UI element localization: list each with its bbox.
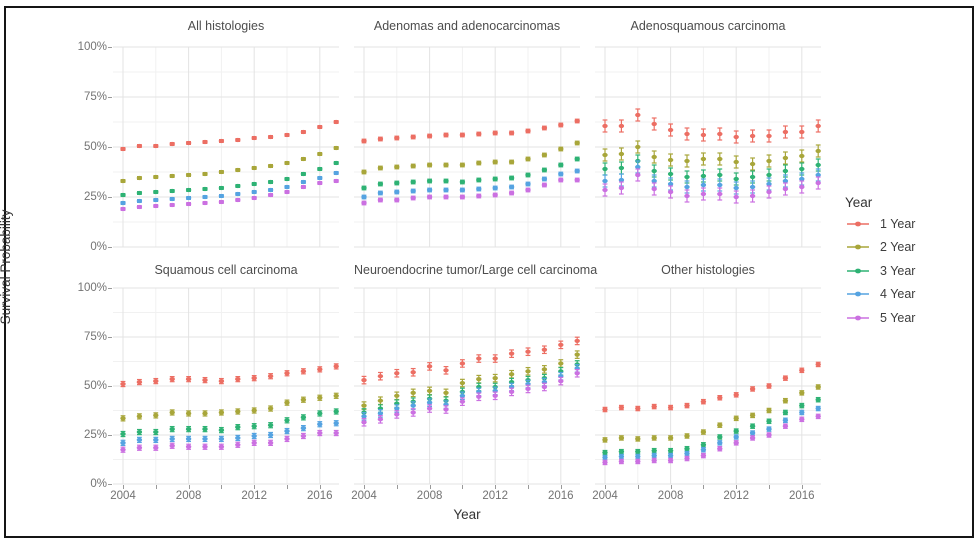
facet-plot: [113, 46, 339, 248]
x-tick-label: 2004: [592, 490, 618, 502]
x-tick-label: 2004: [351, 490, 377, 502]
x-tick-mark: [560, 484, 562, 489]
x-tick-label: 2008: [175, 490, 202, 502]
x-tick-mark: [769, 484, 770, 489]
x-tick-mark: [364, 484, 365, 489]
x-tick-mark: [528, 484, 529, 489]
y-tick-mark: [108, 483, 112, 485]
legend-entry-4-year: 4 Year: [845, 283, 967, 307]
y-tick-label: 50%: [83, 379, 107, 392]
facet-title-adenomas: Adenomas and adenocarcinomas: [373, 19, 561, 33]
facet-plot: [595, 46, 821, 248]
x-tick-mark: [123, 484, 124, 489]
y-tick-label: 100%: [77, 40, 107, 53]
x-tick-label: 2012: [723, 490, 749, 502]
legend-key-icon: [847, 244, 869, 250]
legend-key-icon: [847, 291, 869, 297]
y-tick-label: 0%: [90, 240, 107, 253]
legend-entry-1-year: 1 Year: [845, 212, 967, 236]
legend-entry-3-year: 3 Year: [845, 259, 967, 283]
legend-key-icon: [847, 315, 869, 321]
y-tick-label: 75%: [83, 330, 107, 343]
x-tick-label: 2012: [482, 490, 508, 502]
x-tick-mark: [462, 484, 464, 489]
facet-title-all-histologies: All histologies: [187, 19, 265, 33]
y-tick-label: 100%: [77, 281, 107, 294]
y-tick-mark: [108, 46, 112, 48]
x-tick-mark: [670, 484, 672, 489]
y-tick-mark: [108, 246, 112, 248]
x-axis-title: Year: [453, 507, 481, 522]
x-tick-mark: [287, 484, 288, 489]
legend-entry-5-year: 5 Year: [845, 306, 967, 330]
legend-key-icon: [847, 268, 869, 274]
y-tick-label: 25%: [83, 190, 107, 203]
y-tick-mark: [108, 196, 112, 198]
facet-title-other-histologies: Other histologies: [661, 263, 755, 277]
y-tick-mark: [108, 146, 112, 148]
facet-plot: [595, 287, 821, 485]
x-tick-label: 2016: [548, 490, 574, 502]
y-tick-mark: [108, 434, 112, 436]
x-tick-mark: [637, 484, 639, 489]
x-tick-label: 2004: [110, 490, 136, 502]
x-tick-mark: [605, 484, 606, 489]
legend-entry-2-year: 2 Year: [845, 236, 967, 260]
legend-title: Year: [845, 195, 873, 210]
x-tick-mark: [429, 484, 431, 489]
legend-entry-label: 4 Year: [880, 287, 916, 302]
y-tick-label: 75%: [83, 90, 107, 103]
x-tick-label: 2008: [416, 490, 443, 502]
x-tick-mark: [801, 484, 803, 489]
y-tick-label: 0%: [90, 477, 107, 490]
x-tick-mark: [736, 484, 738, 489]
y-tick-mark: [108, 287, 112, 289]
legend-entry-label: 5 Year: [880, 310, 916, 325]
y-tick-mark: [108, 336, 112, 338]
legend-entry-label: 1 Year: [880, 216, 916, 231]
facet-plot: [354, 46, 580, 248]
y-tick-mark: [108, 385, 112, 387]
x-tick-label: 2012: [241, 490, 267, 502]
legend-entry-label: 2 Year: [880, 240, 916, 255]
x-tick-mark: [396, 484, 398, 489]
facet-title-adenosquamous: Adenosquamous carcinoma: [630, 19, 786, 33]
figure-border: [4, 6, 974, 538]
facet-plot: [113, 287, 339, 485]
x-tick-mark: [254, 484, 256, 489]
legend-entries: 1 Year 2 Year 3 Year 4 Year 5 Year: [845, 212, 967, 330]
x-tick-mark: [155, 484, 157, 489]
legend: Year 1 Year 2 Year 3 Year 4 Year 5 Year: [845, 194, 967, 330]
facet-title-neuroendocrine: Neuroendocrine tumor/Large cell carcinom…: [354, 263, 598, 277]
legend-entry-label: 3 Year: [880, 263, 916, 278]
legend-key-icon: [847, 221, 869, 227]
x-tick-mark: [495, 484, 497, 489]
y-tick-mark: [108, 96, 112, 98]
x-tick-mark: [319, 484, 321, 489]
x-tick-mark: [703, 484, 705, 489]
y-axis-title: Survival Probability: [0, 209, 13, 325]
facet-plot: [354, 287, 580, 485]
x-tick-label: 2016: [789, 490, 815, 502]
x-tick-label: 2016: [307, 490, 333, 502]
y-tick-label: 25%: [83, 428, 107, 441]
x-tick-mark: [188, 484, 190, 489]
y-tick-label: 50%: [83, 140, 107, 153]
facet-title-squamous: Squamous cell carcinoma: [154, 263, 298, 277]
x-tick-mark: [221, 484, 223, 489]
x-tick-label: 2008: [657, 490, 684, 502]
